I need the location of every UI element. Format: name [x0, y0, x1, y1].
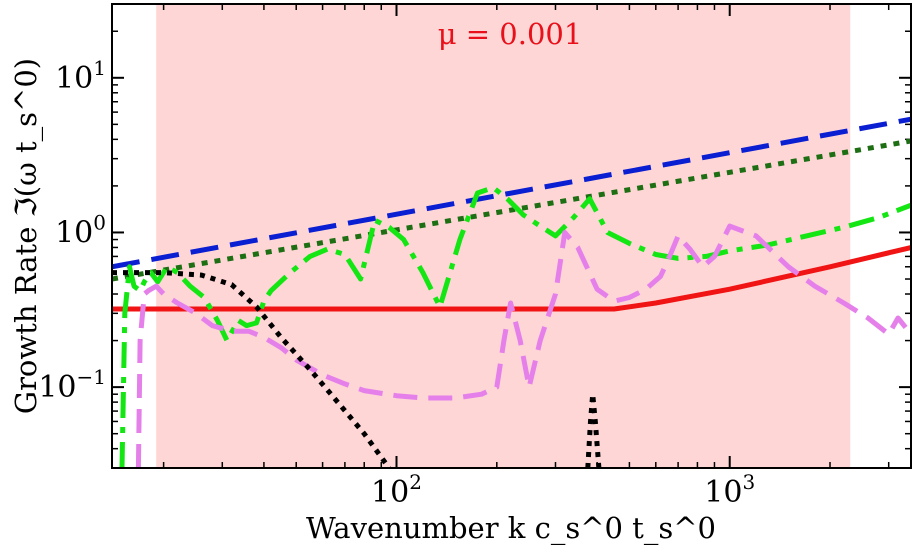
y-tick-label: 100	[55, 210, 106, 250]
series-darkgreen-dotted	[112, 138, 911, 282]
x-tick-label: 103	[704, 470, 755, 510]
series-violet-dashed	[135, 223, 911, 468]
mu-annotation: μ = 0.001	[438, 17, 583, 51]
major-ticks	[112, 4, 911, 468]
y-axis-title: Growth Rate ℑ(ω t_s^0)	[9, 58, 44, 414]
series-lime-dashdot	[119, 185, 911, 468]
series-layer	[112, 116, 911, 468]
series-blue-dashed	[112, 116, 911, 270]
series-red-solid	[112, 245, 911, 312]
shaded-region	[156, 4, 851, 468]
plot-frame	[111, 3, 912, 469]
x-axis-title: Wavenumber k c_s^0 t_s^0	[306, 511, 716, 546]
y-tick-label: 101	[55, 56, 106, 96]
x-tick-label: 102	[371, 470, 422, 510]
y-tick-label: 10−1	[38, 365, 106, 405]
series-black-dotted-left	[112, 270, 392, 468]
